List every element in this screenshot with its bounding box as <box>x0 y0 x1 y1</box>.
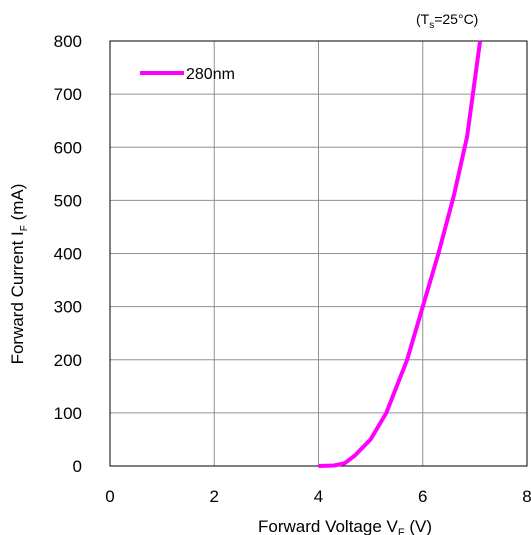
legend: 280nm <box>140 66 235 83</box>
y-tick-label-400: 400 <box>54 245 82 264</box>
x-axis-ticks: 0 2 4 6 8 <box>105 487 531 506</box>
legend-label-280nm: 280nm <box>186 66 235 83</box>
y-tick-label-200: 200 <box>54 351 82 370</box>
y-tick-label-700: 700 <box>54 85 82 104</box>
y-tick-label-300: 300 <box>54 298 82 317</box>
y-tick-label-800: 800 <box>54 32 82 51</box>
x-tick-label-8: 8 <box>522 487 531 506</box>
x-tick-label-4: 4 <box>314 487 323 506</box>
y-axis-ticks: 0 100 200 300 400 500 600 700 800 <box>54 32 82 476</box>
x-axis-title: Forward Voltage VF (V) <box>258 517 432 535</box>
x-tick-label-0: 0 <box>105 487 114 506</box>
y-axis-title: Forward Current IF (mA) <box>8 184 30 365</box>
y-tick-label-0: 0 <box>73 457 82 476</box>
temperature-annotation: (Ts=25°C) <box>416 11 478 31</box>
y-tick-label-500: 500 <box>54 191 82 210</box>
y-tick-label-100: 100 <box>54 404 82 423</box>
series-group <box>318 40 483 468</box>
grid-lines <box>110 41 527 466</box>
x-tick-label-6: 6 <box>418 487 427 506</box>
x-tick-label-2: 2 <box>210 487 219 506</box>
series-line-280nm <box>318 40 483 468</box>
y-tick-label-600: 600 <box>54 138 82 157</box>
